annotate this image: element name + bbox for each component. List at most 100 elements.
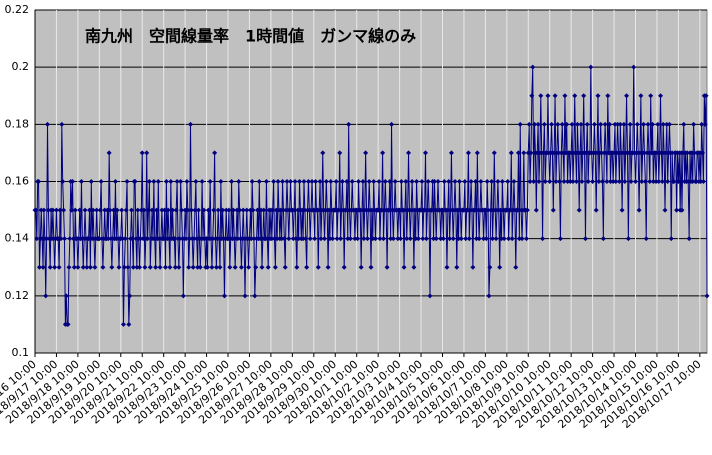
data-point xyxy=(65,321,71,327)
data-point xyxy=(509,236,515,242)
data-point xyxy=(153,264,159,270)
data-point xyxy=(347,236,353,242)
data-point xyxy=(638,93,644,99)
data-point xyxy=(561,179,567,184)
data-point xyxy=(489,179,495,184)
data-point xyxy=(341,264,347,270)
data-point xyxy=(545,93,551,99)
data-point xyxy=(669,150,675,156)
data-point xyxy=(344,179,350,184)
data-point xyxy=(473,179,479,184)
data-point xyxy=(284,179,290,184)
data-point xyxy=(504,207,510,213)
data-point xyxy=(557,179,563,184)
data-point xyxy=(604,179,610,184)
data-point xyxy=(513,264,519,270)
data-point xyxy=(261,207,267,213)
data-point xyxy=(269,236,275,242)
data-point xyxy=(327,236,333,242)
data-point xyxy=(427,293,433,299)
data-point xyxy=(278,207,284,213)
data-point xyxy=(689,150,695,156)
data-point xyxy=(620,150,626,156)
data-point xyxy=(288,179,294,184)
data-point xyxy=(577,150,583,156)
data-point xyxy=(508,150,514,156)
data-point xyxy=(318,236,324,242)
data-point xyxy=(192,207,198,213)
data-point xyxy=(495,179,501,184)
data-point xyxy=(375,207,381,213)
data-point xyxy=(594,150,600,156)
data-point xyxy=(633,179,639,184)
data-point xyxy=(596,179,602,184)
data-point xyxy=(121,264,127,270)
data-point xyxy=(135,207,141,213)
data-point xyxy=(142,264,148,270)
data-point xyxy=(473,236,479,242)
data-point xyxy=(482,207,488,213)
data-point xyxy=(194,236,200,242)
data-point xyxy=(448,150,454,156)
data-point xyxy=(501,236,507,242)
data-point xyxy=(567,179,573,184)
data-point xyxy=(235,236,241,242)
data-point xyxy=(193,179,199,184)
data-point xyxy=(223,207,229,213)
data-point xyxy=(36,264,42,270)
data-point xyxy=(390,236,396,242)
data-point xyxy=(171,236,177,242)
data-point xyxy=(535,121,541,127)
data-point xyxy=(444,264,450,270)
data-point xyxy=(463,236,469,242)
data-point xyxy=(573,150,579,156)
data-point xyxy=(627,121,633,127)
y-tick-label: 0.18 xyxy=(5,117,30,130)
data-point xyxy=(88,179,94,184)
data-point xyxy=(178,179,184,184)
data-point xyxy=(622,179,628,184)
data-point xyxy=(141,207,147,213)
data-point xyxy=(392,179,398,184)
data-point xyxy=(619,207,625,213)
data-point xyxy=(355,179,361,184)
data-point xyxy=(563,150,569,156)
data-point xyxy=(519,236,525,242)
data-point xyxy=(474,150,480,156)
data-point xyxy=(422,207,428,213)
data-point xyxy=(525,150,531,156)
data-point xyxy=(305,179,311,184)
data-point xyxy=(490,236,496,242)
data-point xyxy=(204,264,210,270)
data-point xyxy=(550,207,556,213)
data-point xyxy=(616,150,622,156)
data-point xyxy=(407,236,413,242)
data-point xyxy=(309,179,315,184)
data-point xyxy=(159,207,165,213)
data-point xyxy=(157,264,163,270)
data-point xyxy=(631,64,637,70)
data-point xyxy=(530,64,536,70)
data-point xyxy=(404,236,410,242)
data-point xyxy=(531,179,537,184)
data-point xyxy=(668,236,674,242)
data-point xyxy=(107,207,113,213)
data-point xyxy=(215,207,221,213)
data-point xyxy=(388,236,394,242)
data-point xyxy=(311,207,317,213)
data-point xyxy=(499,179,505,184)
data-point xyxy=(454,264,460,270)
data-point xyxy=(216,236,222,242)
data-point xyxy=(431,236,437,242)
data-point xyxy=(648,93,654,99)
data-point xyxy=(168,179,174,184)
data-point xyxy=(534,150,540,156)
data-point xyxy=(290,236,296,242)
data-point xyxy=(441,179,447,184)
data-point xyxy=(33,207,39,213)
data-point xyxy=(179,207,185,213)
data-point xyxy=(105,236,111,242)
data-point xyxy=(229,179,235,184)
data-point xyxy=(447,236,453,242)
data-point xyxy=(435,179,441,184)
